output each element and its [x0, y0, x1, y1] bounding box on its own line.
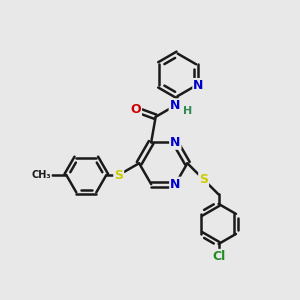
Text: O: O — [130, 103, 141, 116]
Text: Cl: Cl — [212, 250, 225, 263]
Text: H: H — [182, 106, 192, 116]
Text: N: N — [193, 79, 204, 92]
Text: S: S — [199, 173, 208, 186]
Text: N: N — [170, 178, 181, 191]
Text: N: N — [169, 99, 180, 112]
Text: CH₃: CH₃ — [32, 170, 51, 180]
Text: S: S — [114, 169, 123, 182]
Text: N: N — [170, 136, 181, 149]
